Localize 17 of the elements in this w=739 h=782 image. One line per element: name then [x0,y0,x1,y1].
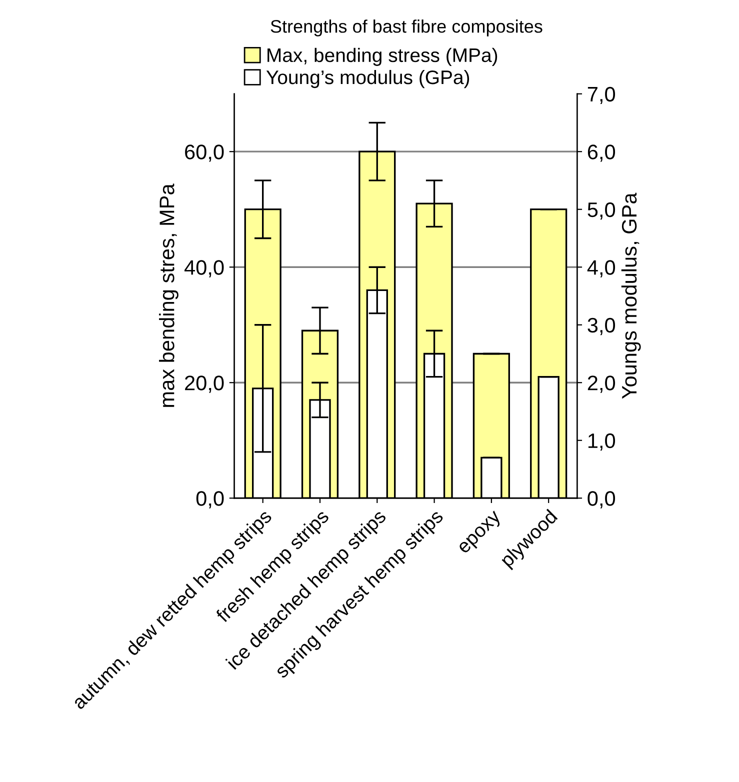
y2-tick-label: 2,0 [588,376,616,393]
y2-tick-label: 0,0 [588,491,616,508]
y-tick-label: 60,0 [185,144,224,162]
y2-tick-label: 6,0 [588,144,616,162]
y-tick-label: 40,0 [184,260,224,278]
chart-title: Strengths of bast fibre composites [270,20,542,36]
y2-tick-label: 4,0 [587,260,616,278]
y2-axis-title: Youngs modulus, GPa [621,192,641,399]
y-axis-title: max bending stres, MPa [159,184,178,407]
y2-tick-label: 1,0 [588,433,616,451]
legend-label: Max, bending stress (MPa) [268,48,498,66]
y2-tick-label: 5,0 [588,202,616,220]
y2-tick-label: 7,0 [588,86,616,104]
y-tick-label: 0,0 [196,491,224,508]
legend-label: Young’s modulus (GPa) [266,70,470,88]
y2-tick-label: 3,0 [588,318,616,336]
y-tick-label: 20,0 [185,376,224,393]
